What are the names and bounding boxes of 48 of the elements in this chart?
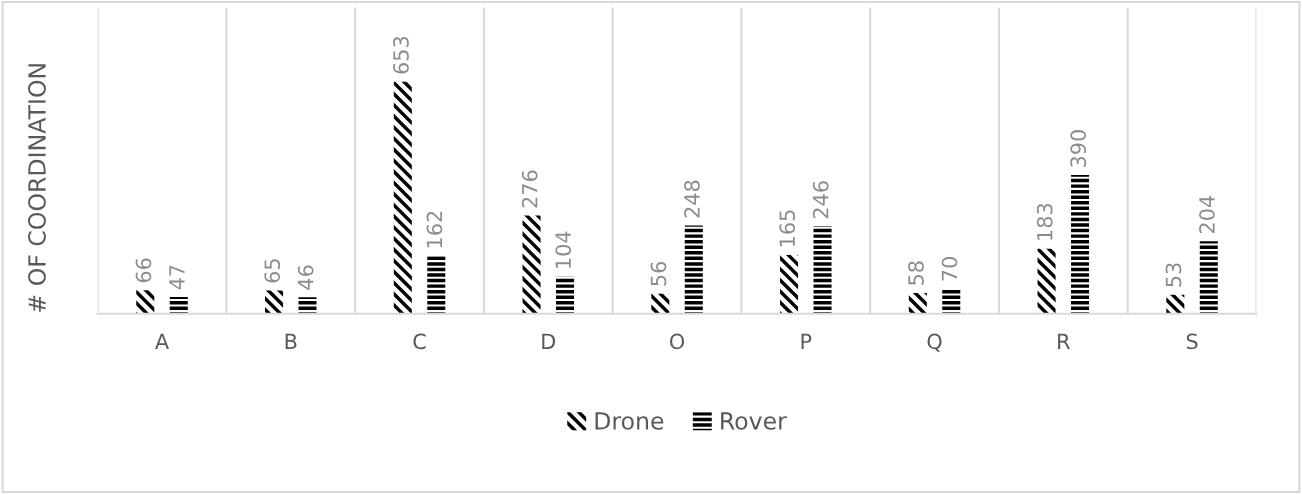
data-label: 183: [1036, 203, 1053, 240]
x-tick-label: A: [155, 333, 169, 349]
x-tick-label: S: [1186, 333, 1198, 350]
legend-label: Rover: [721, 412, 787, 430]
data-label: 653: [393, 36, 409, 74]
bar: [265, 290, 284, 314]
bar: [427, 256, 446, 314]
data-label: 246: [812, 181, 829, 219]
bar: [908, 293, 927, 314]
data-label: 58: [908, 261, 924, 285]
data-label: 46: [297, 265, 314, 290]
data-label: 390: [1070, 130, 1087, 167]
bar: [1071, 175, 1090, 314]
x-tick-label: B: [285, 333, 297, 349]
bar: [780, 255, 799, 314]
data-label: 104: [555, 231, 572, 268]
data-label: 47: [169, 265, 185, 290]
x-tick-label: R: [1058, 333, 1070, 349]
bar: [1166, 294, 1185, 314]
y-axis-title: # OF COORDINATION: [28, 64, 46, 312]
bar: [942, 288, 961, 314]
bar: [136, 290, 155, 314]
x-tick-label: D: [542, 333, 556, 349]
data-label: 162: [426, 211, 443, 248]
bar: [1037, 248, 1056, 314]
data-label: 276: [521, 170, 538, 208]
legend-label: Drone: [595, 412, 664, 430]
x-tick-label: C: [413, 333, 426, 350]
x-tick-label: O: [670, 333, 685, 350]
data-label: 66: [135, 258, 152, 283]
data-label: 248: [684, 180, 700, 218]
data-label: 65: [264, 259, 281, 283]
data-label: 56: [650, 261, 667, 286]
bar: [393, 81, 412, 314]
bar: [556, 276, 575, 314]
x-tick-label: Q: [927, 333, 942, 352]
bar: [522, 215, 541, 314]
data-label: 70: [941, 257, 958, 281]
data-label: 53: [1165, 263, 1182, 287]
x-tick-label: P: [801, 333, 812, 349]
data-label: 204: [1199, 195, 1215, 234]
bar: [1199, 241, 1218, 314]
bar: [298, 297, 317, 314]
bar: [684, 225, 703, 314]
bar: [169, 296, 188, 314]
data-label: 165: [779, 210, 796, 247]
bar: [651, 293, 670, 314]
bar: [813, 226, 832, 314]
